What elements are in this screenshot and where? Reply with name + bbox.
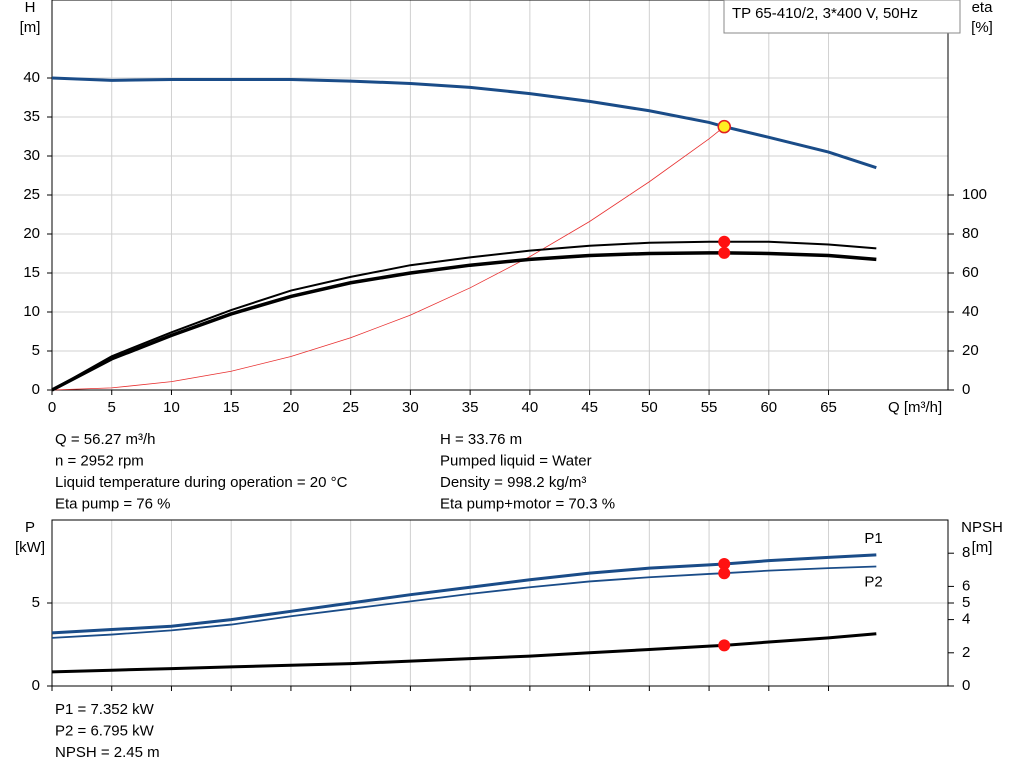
y-tick-label: 40 [23, 69, 40, 86]
duty-point [718, 246, 731, 259]
y2-axis-label: NPSH [961, 519, 1003, 536]
y2-tick-label: 40 [962, 303, 979, 320]
series-line [51, 76, 877, 170]
y2-tick-label: 100 [962, 186, 987, 203]
y2-tick-label: 6 [962, 577, 970, 594]
duty-point [718, 639, 731, 652]
x-tick-label: 15 [223, 399, 240, 416]
series-label: P2 [864, 573, 882, 590]
series-label: P1 [864, 530, 882, 547]
y-axis-label: [kW] [15, 539, 45, 556]
info-text: Pumped liquid = Water [440, 452, 592, 469]
y-tick-label: 20 [23, 225, 40, 242]
x-tick-label: 40 [522, 399, 539, 416]
x-tick-label: 55 [701, 399, 718, 416]
x-tick-label: 5 [108, 399, 116, 416]
series-line [51, 553, 877, 635]
x-tick-label: 25 [342, 399, 359, 416]
x-tick-label: 45 [581, 399, 598, 416]
x-tick-label: 0 [48, 399, 56, 416]
y2-tick-label: 0 [962, 381, 970, 398]
plot-frame [51, 0, 949, 391]
y-tick-label: 0 [32, 381, 40, 398]
y2-tick-label: 80 [962, 225, 979, 242]
info-text: Q = 56.27 m³/h [55, 431, 155, 448]
y2-axis-label: [m] [972, 539, 993, 556]
x-tick-label: 60 [760, 399, 777, 416]
y-tick-label: 10 [23, 303, 40, 320]
info-text: P1 = 7.352 kW [55, 701, 155, 718]
plot-frame [51, 519, 949, 687]
y2-axis-label: [%] [971, 19, 993, 36]
series-line [51, 251, 877, 392]
x-axis-label: Q [m³/h] [888, 399, 942, 416]
y2-tick-label: 20 [962, 342, 979, 359]
y2-tick-label: 4 [962, 611, 970, 628]
info-text: Eta pump = 76 % [55, 495, 171, 512]
x-tick-label: 65 [820, 399, 837, 416]
duty-point [718, 557, 731, 570]
x-tick-label: 30 [402, 399, 419, 416]
info-text: H = 33.76 m [440, 431, 522, 448]
y-tick-label: 15 [23, 264, 40, 281]
y-tick-label: 30 [23, 147, 40, 164]
y2-tick-label: 8 [962, 544, 970, 561]
y-tick-label: 5 [32, 594, 40, 611]
info-text: P2 = 6.795 kW [55, 722, 155, 739]
info-text: NPSH = 2.45 m [55, 744, 160, 761]
y2-tick-label: 5 [962, 594, 970, 611]
legend-box [723, 0, 961, 34]
duty-point [718, 235, 731, 248]
y-axis-label: P [25, 519, 35, 536]
duty-point [718, 567, 731, 580]
series-line [51, 240, 877, 391]
chart-title: TP 65-410/2, 3*400 V, 50Hz [732, 5, 918, 22]
series-line [51, 126, 725, 391]
series-line [51, 565, 877, 639]
y2-tick-label: 60 [962, 264, 979, 281]
info-text: n = 2952 rpm [55, 452, 144, 469]
series-line [51, 632, 877, 674]
y-axis-label: H [25, 0, 36, 16]
info-text: Density = 998.2 kg/m³ [440, 474, 586, 491]
y-axis-label: [m] [20, 19, 41, 36]
x-tick-label: 35 [462, 399, 479, 416]
y-tick-label: 5 [32, 342, 40, 359]
x-tick-label: 20 [283, 399, 300, 416]
y2-axis-label: eta [972, 0, 994, 16]
y-tick-label: 35 [23, 108, 40, 125]
y2-tick-label: 2 [962, 644, 970, 661]
x-tick-label: 50 [641, 399, 658, 416]
x-tick-label: 10 [163, 399, 180, 416]
info-text: Liquid temperature during operation = 20… [55, 474, 348, 491]
y-tick-label: 0 [32, 677, 40, 694]
y2-tick-label: 0 [962, 677, 970, 694]
y-tick-label: 25 [23, 186, 40, 203]
info-text: Eta pump+motor = 70.3 % [440, 495, 615, 512]
duty-point [717, 119, 731, 134]
